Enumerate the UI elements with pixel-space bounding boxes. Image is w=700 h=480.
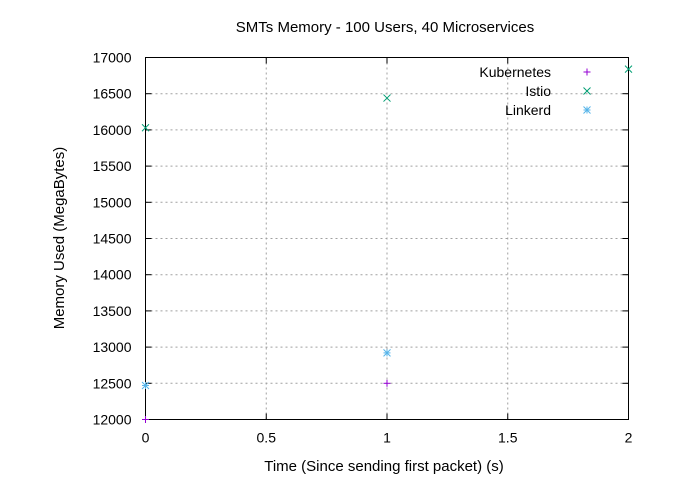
x-tick-label: 1.5 <box>498 430 518 446</box>
y-tick-label: 15500 <box>93 158 132 174</box>
y-tick-label: 15000 <box>93 194 132 210</box>
legend-label-istio: Istio <box>525 83 551 99</box>
legend-label-kubernetes: Kubernetes <box>479 64 551 80</box>
grid <box>145 57 629 420</box>
y-tick-label: 12500 <box>93 375 132 391</box>
point-linkerd <box>141 381 150 390</box>
point-kubernetes <box>142 416 149 423</box>
y-tick-label: 14500 <box>93 231 132 247</box>
x-axis-label: Time (Since sending first packet) (s) <box>264 458 504 475</box>
x-tick-label: 0 <box>142 430 150 446</box>
point-kubernetes <box>383 379 391 387</box>
x-tick-label: 2 <box>625 430 633 446</box>
x-tick-label: 0.5 <box>257 430 277 446</box>
y-tick-label: 17000 <box>93 50 132 66</box>
point-istio <box>383 94 391 102</box>
legend-marker-linkerd <box>583 106 591 114</box>
x-tick-label: 1 <box>383 430 391 446</box>
y-tick-label: 13000 <box>93 339 132 355</box>
y-tick-label: 13500 <box>93 303 132 319</box>
chart-title: SMTs Memory - 100 Users, 40 Microservice… <box>236 19 534 36</box>
y-tick-label: 16500 <box>93 86 132 102</box>
legend-marker-istio <box>583 87 591 95</box>
y-tick-label: 16000 <box>93 122 132 138</box>
axis-ticks: 12000 12500 13000 13500 14000 14500 15000 15500… <box>93 50 633 446</box>
point-istio <box>624 65 633 73</box>
point-istio <box>141 123 150 132</box>
y-tick-label: 14000 <box>93 267 132 283</box>
legend: Kubernetes Istio Linkerd <box>479 64 591 118</box>
y-axis-label: Memory Used (MegaBytes) <box>51 147 68 330</box>
legend-marker-kubernetes <box>583 68 591 76</box>
point-linkerd <box>383 349 391 357</box>
legend-label-linkerd: Linkerd <box>505 102 551 118</box>
data-points <box>141 65 633 423</box>
y-tick-label: 12000 <box>93 412 132 428</box>
